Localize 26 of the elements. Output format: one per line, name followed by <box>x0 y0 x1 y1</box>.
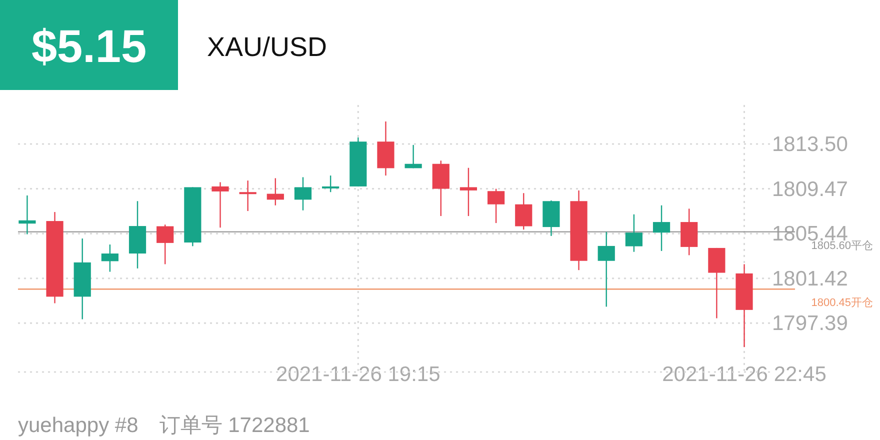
y-tick-label: 1801.42 <box>772 267 848 290</box>
y-tick-label: 1797.39 <box>772 312 848 336</box>
candlestick <box>652 204 670 252</box>
candlestick <box>212 182 229 228</box>
candlestick <box>404 144 422 169</box>
candlestick <box>322 174 340 193</box>
ref-line-label: 1805.60平仓 <box>811 240 873 252</box>
candlestick <box>487 188 505 224</box>
y-tick-label: 1813.50 <box>772 132 848 156</box>
candlestick <box>598 231 615 308</box>
candlestick <box>266 178 284 206</box>
ref-line-label: 1800.45开仓 <box>811 297 873 310</box>
text: yuehappy #8 订单号 1722881 <box>18 414 310 437</box>
candlestick <box>294 176 312 211</box>
candlestick <box>156 224 174 265</box>
chart-subtitle: $5.15 <box>31 20 147 72</box>
candlestick <box>101 244 118 272</box>
chart-title: XAU/USD <box>207 32 328 62</box>
x-tick-label: 2021-11-26 22:45 <box>662 363 826 386</box>
candlestick <box>18 194 36 235</box>
candlestick <box>239 180 256 212</box>
candlestick <box>515 192 532 230</box>
candlestick <box>625 214 642 252</box>
candlestick <box>460 167 478 217</box>
y-tick-label: 1809.47 <box>772 178 848 201</box>
x-tick-label: 2021-11-26 19:15 <box>276 363 440 386</box>
